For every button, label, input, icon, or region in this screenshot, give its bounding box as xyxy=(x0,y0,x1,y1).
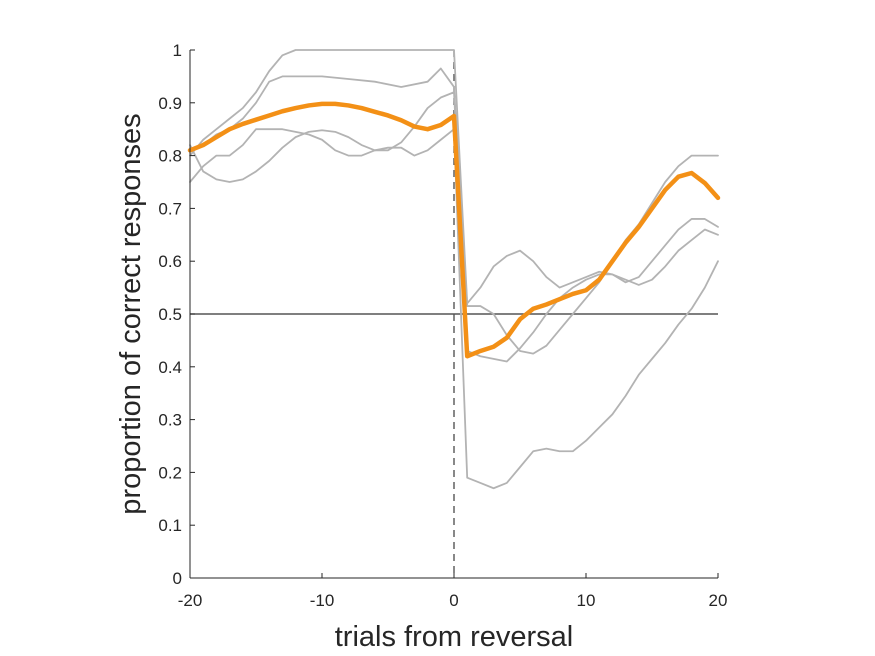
y-tick-label: 0 xyxy=(173,569,182,588)
series-line-subject-1 xyxy=(189,49,719,305)
x-tick-label: -20 xyxy=(178,591,203,610)
series-line-subject-4 xyxy=(189,91,719,363)
y-tick-label: 0.5 xyxy=(158,305,182,324)
y-axis-label: proportion of correct responses xyxy=(115,113,147,514)
series-line-mean xyxy=(187,101,721,359)
x-tick-label: 0 xyxy=(449,591,458,610)
y-tick-label: 0.2 xyxy=(158,463,182,482)
y-tick-label: 0.1 xyxy=(158,516,182,535)
y-tick-label: 0.7 xyxy=(158,199,182,218)
y-tick-label: 0.4 xyxy=(158,358,182,377)
x-tick-label: 20 xyxy=(709,591,728,610)
y-tick-label: 0.9 xyxy=(158,94,182,113)
x-ticks: -20 -10 0 10 20 xyxy=(178,573,728,610)
y-tick-label: 0.8 xyxy=(158,147,182,166)
x-tick-label: 10 xyxy=(577,591,596,610)
series-lines xyxy=(187,49,721,490)
y-tick-label: 0.3 xyxy=(158,411,182,430)
x-tick-label: -10 xyxy=(310,591,335,610)
y-tick-label: 1 xyxy=(173,41,182,60)
y-ticks: 0 0.1 0.2 0.3 0.4 0.5 0.6 0.7 0.8 0.9 1 xyxy=(158,41,195,588)
y-tick-label: 0.6 xyxy=(158,252,182,271)
x-axis-label: trials from reversal xyxy=(335,621,574,653)
